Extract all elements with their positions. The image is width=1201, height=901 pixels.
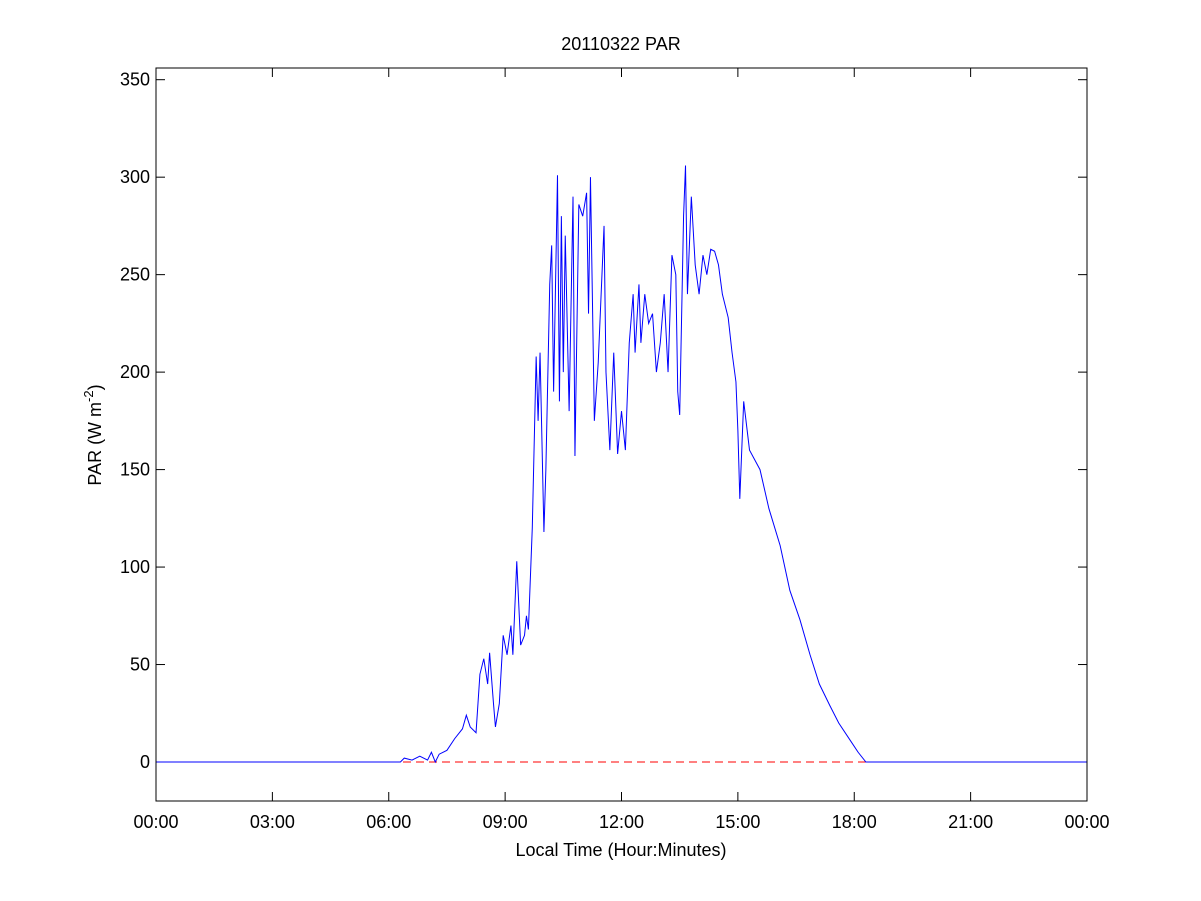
- x-tick-label: 00:00: [133, 812, 178, 832]
- x-tick-label: 09:00: [483, 812, 528, 832]
- y-tick-label: 300: [120, 167, 150, 187]
- x-tick-label: 18:00: [832, 812, 877, 832]
- y-tick-label: 100: [120, 557, 150, 577]
- y-axis-label: PAR (W m-2): [81, 384, 105, 485]
- y-tick-label: 0: [140, 752, 150, 772]
- y-tick-label: 350: [120, 70, 150, 90]
- y-label-end: ): [85, 384, 105, 390]
- y-tick-label: 150: [120, 460, 150, 480]
- data-line: [156, 165, 1087, 764]
- x-tick-label: 15:00: [715, 812, 760, 832]
- x-tick-label: 21:00: [948, 812, 993, 832]
- chart-title: 20110322 PAR: [561, 34, 680, 54]
- x-axis-label: Local Time (Hour:Minutes): [515, 840, 726, 860]
- plot-frame: [155, 67, 1088, 802]
- y-tick-label: 250: [120, 265, 150, 285]
- y-label-main: PAR (W m: [85, 402, 105, 486]
- x-tick-label: 03:00: [250, 812, 295, 832]
- x-tick-label: 12:00: [599, 812, 644, 832]
- x-tick-label: 00:00: [1064, 812, 1109, 832]
- x-tick-label: 06:00: [366, 812, 411, 832]
- y-tick-label: 50: [130, 655, 150, 675]
- y-tick-label: 200: [120, 362, 150, 382]
- y-label-sup: -2: [81, 390, 96, 402]
